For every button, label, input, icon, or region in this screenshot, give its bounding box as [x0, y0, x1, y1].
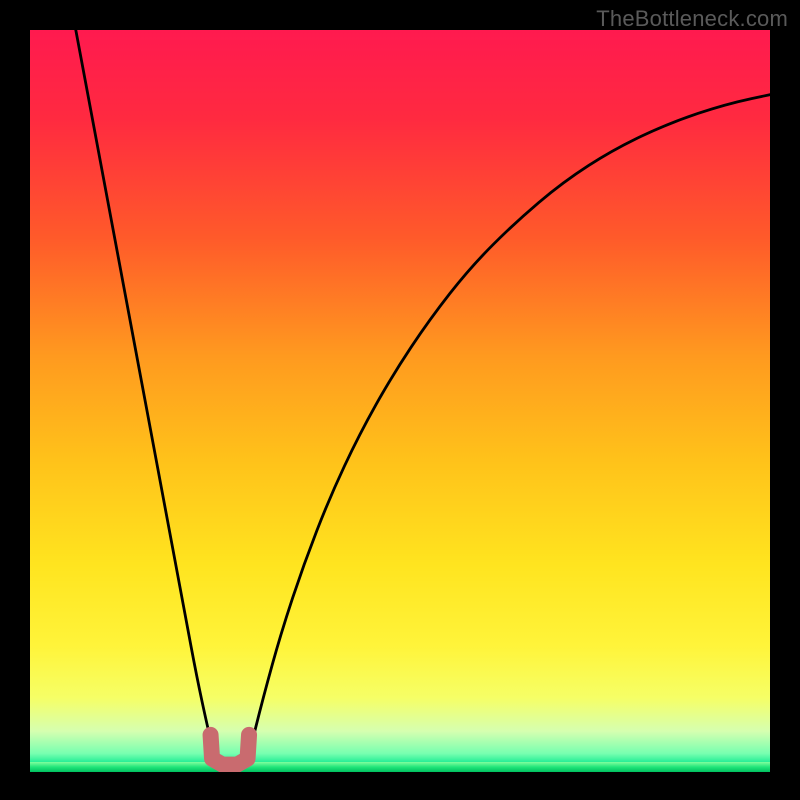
watermark-text: TheBottleneck.com — [596, 6, 788, 32]
plot-area — [30, 30, 770, 772]
curve-left-arm — [74, 30, 215, 757]
curve-right-arm — [248, 93, 770, 757]
bottleneck-curves — [30, 30, 770, 772]
